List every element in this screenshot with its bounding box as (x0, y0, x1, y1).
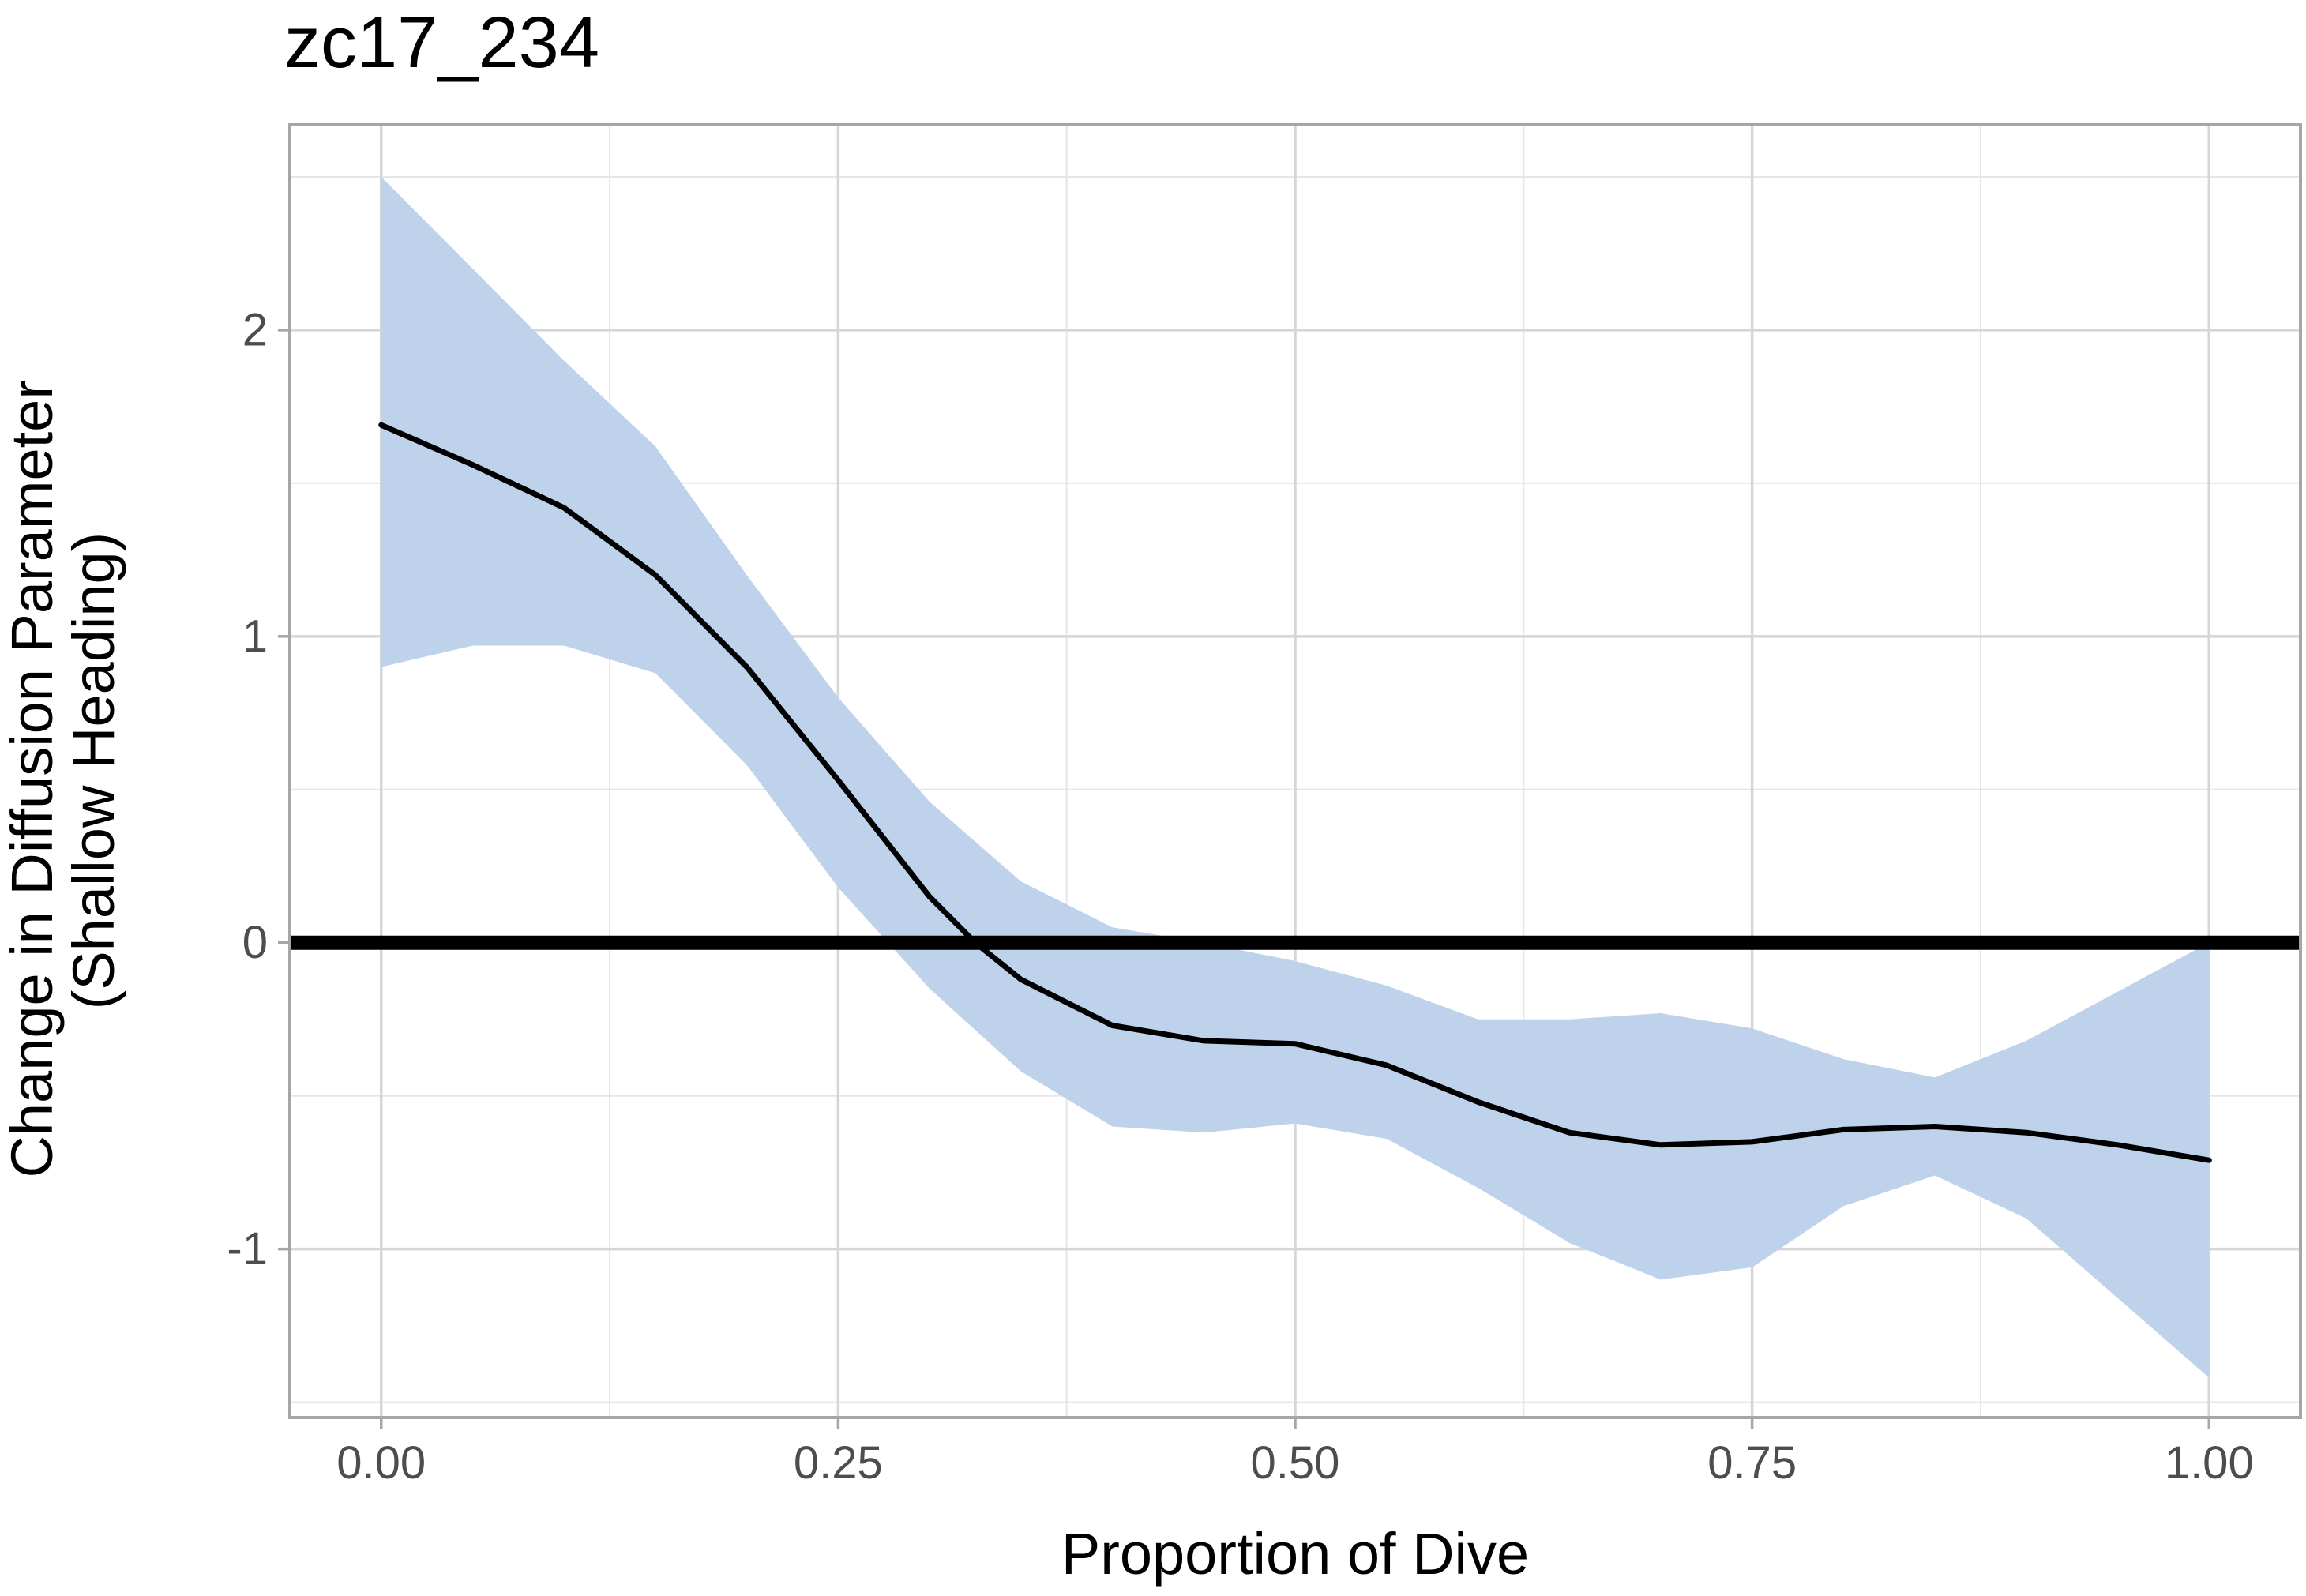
y-axis-title: Change in Diffusion Parameter (Shallow H… (0, 363, 126, 1177)
ribbon-layer (381, 176, 2210, 1378)
x-tick-label: 1.00 (2165, 1437, 2254, 1489)
fitted-line (378, 422, 2212, 1163)
grid-layer (290, 125, 2300, 1418)
y-tick-label: 1 (242, 610, 268, 662)
x-tick-label: 0.25 (794, 1437, 883, 1489)
y-axis-title-line-2: (Shallow Heading) (61, 532, 126, 1010)
y-axis-title-line-1: Change in Diffusion Parameter (0, 380, 65, 1178)
x-tick-label: 0.00 (336, 1437, 426, 1489)
y-tick-label: 2 (242, 304, 268, 355)
x-axis-title: Proportion of Dive (1061, 1521, 1529, 1587)
x-tick-label: 0.75 (1707, 1437, 1797, 1489)
confidence-ribbon (381, 176, 2210, 1378)
chart-title: zc17_234 (284, 2, 599, 83)
line-layer (378, 422, 2212, 1163)
ticks-layer: 0.00 0.25 0.50 0.75 1.00 -1 0 1 2 (227, 304, 2253, 1489)
y-tick-label: -1 (227, 1223, 268, 1275)
y-tick-label: 0 (242, 917, 268, 968)
x-tick-label: 0.50 (1251, 1437, 1340, 1489)
